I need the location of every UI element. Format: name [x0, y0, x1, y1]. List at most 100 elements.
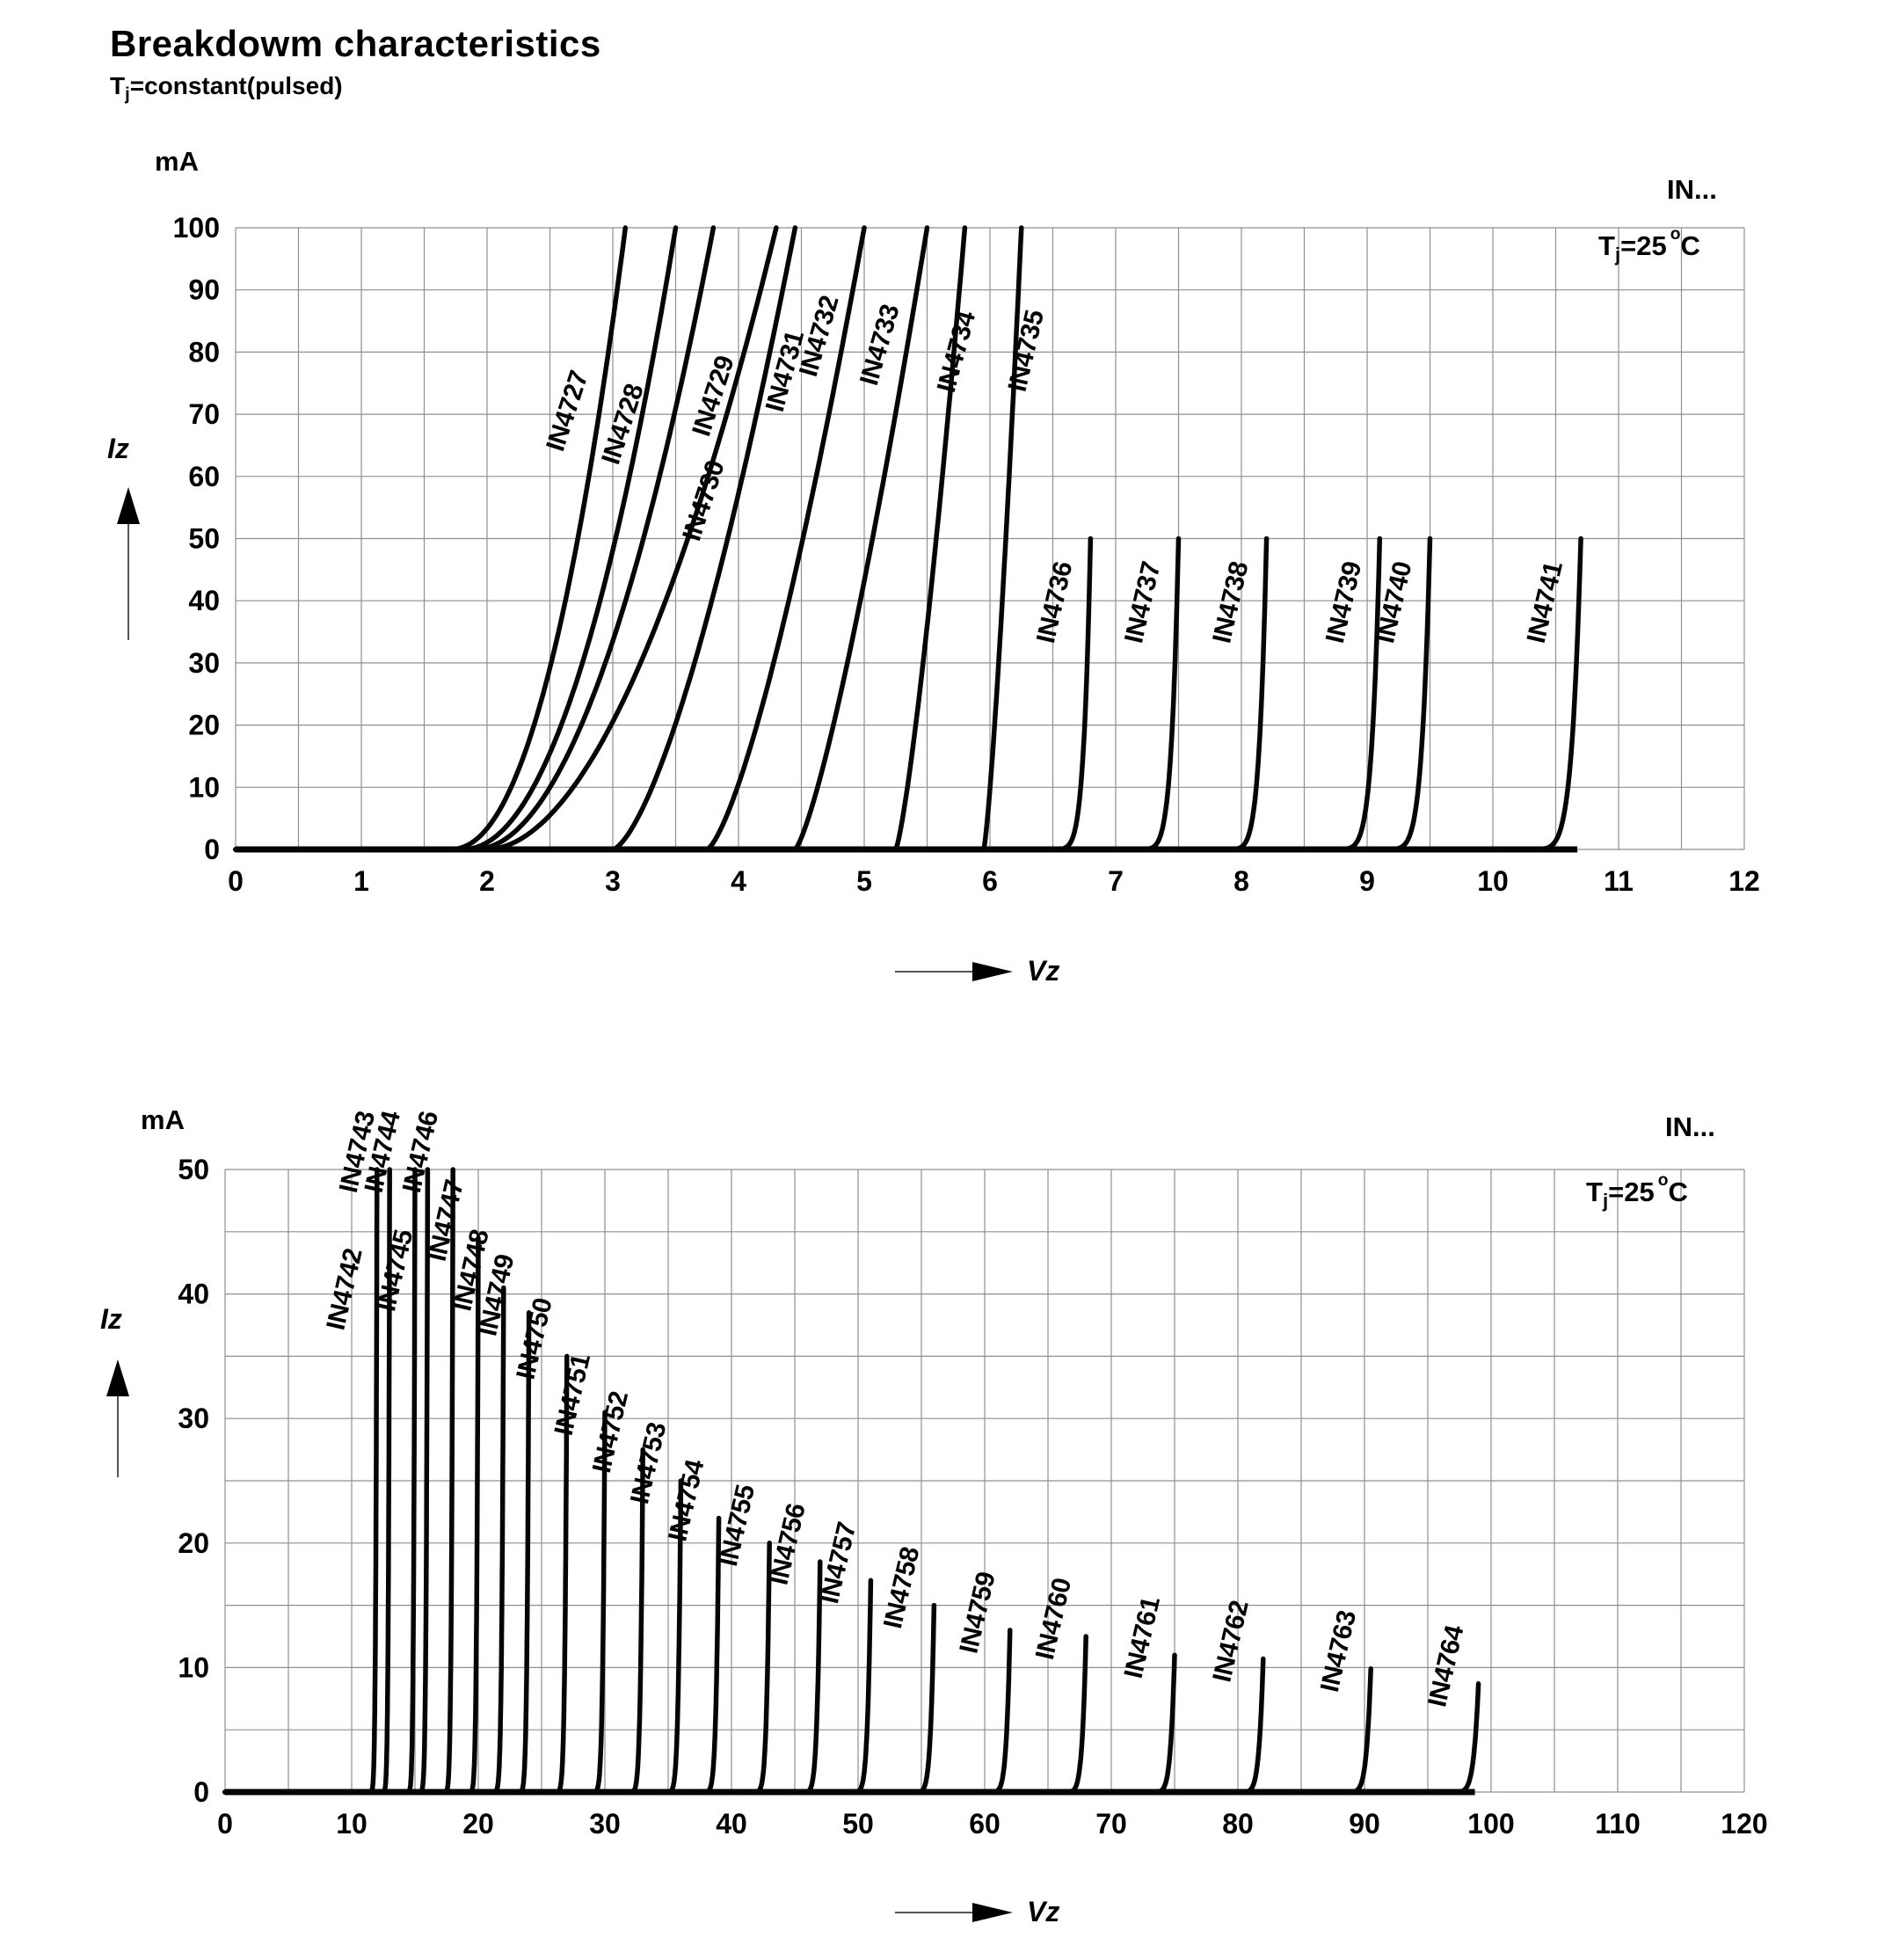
zener-curve — [222, 1515, 722, 1795]
y-tick-label: 20 — [188, 710, 220, 741]
y-tick-label: 10 — [178, 1651, 209, 1683]
arrow-right-head-icon — [972, 1902, 1013, 1922]
bottom-x-axis-arrow: Vz — [895, 1896, 1059, 1928]
curve-label: IN4738 — [1207, 559, 1254, 646]
curve-label: IN4739 — [1321, 559, 1367, 646]
zener-curve — [233, 225, 717, 852]
cond-pre: T — [1586, 1177, 1603, 1207]
cond-post: C — [1668, 1177, 1688, 1207]
cond-sub: j — [1614, 244, 1621, 266]
arrow-right-head-icon — [972, 961, 1013, 981]
top-condition-label: Tj=25 oC — [1598, 225, 1700, 266]
zener-curve — [222, 1634, 1088, 1795]
y-tick-label: 100 — [173, 212, 220, 244]
curve-label: IN4764 — [1423, 1622, 1469, 1710]
y-tick-label: 40 — [188, 585, 220, 616]
x-tick-label: 50 — [842, 1808, 874, 1840]
bottom-y-unit-label: mA — [141, 1104, 185, 1135]
zener-curve — [233, 536, 1094, 852]
zener-curve — [222, 1666, 1373, 1795]
x-tick-label: 60 — [969, 1808, 1001, 1840]
top-x-axis-arrow-icon — [895, 961, 1013, 981]
cond-sub: j — [1602, 1190, 1609, 1213]
curve-label: IN4750 — [511, 1295, 557, 1382]
x-tick-label: 3 — [605, 865, 621, 897]
cond-mid: =25 — [1620, 230, 1667, 261]
x-tick-label: 10 — [336, 1808, 367, 1840]
curve-label: IN4751 — [549, 1352, 596, 1439]
x-tick-label: 120 — [1721, 1808, 1767, 1840]
zener-curve — [222, 1652, 1177, 1795]
curve-label: IN4737 — [1119, 559, 1166, 646]
x-tick-label: 40 — [716, 1808, 747, 1840]
x-tick-label: 12 — [1728, 865, 1760, 897]
zener-curve — [222, 1681, 1481, 1795]
arrow-right-stem — [895, 1911, 972, 1913]
x-tick-label: 5 — [856, 865, 872, 897]
zener-curve — [233, 225, 968, 852]
y-tick-label: 70 — [188, 398, 220, 430]
zener-curve — [222, 1353, 570, 1795]
curve-label: IN4727 — [541, 368, 593, 455]
x-tick-label: 0 — [217, 1808, 233, 1840]
x-tick-label: 110 — [1595, 1808, 1641, 1840]
top-x-axis-label: Vz — [1027, 955, 1060, 987]
curve-label: IN4753 — [625, 1420, 672, 1507]
zener-curve — [222, 1577, 874, 1795]
top-y-axis-label: Iz — [107, 433, 129, 464]
bottom-x-axis-label: Vz — [1027, 1896, 1060, 1927]
cond-post: C — [1680, 230, 1700, 261]
x-tick-label: 0 — [228, 865, 244, 897]
bottom-chart-plot: IN4742IN4743IN4744IN4745IN4746IN4747IN47… — [178, 1108, 1767, 1840]
top-y-axis-arrow-icon — [117, 487, 140, 640]
zener-curve — [233, 536, 1433, 852]
subtitle-sub: j — [125, 84, 130, 105]
arrow-up-stem — [117, 1396, 119, 1477]
zener-curve — [222, 1285, 506, 1795]
y-tick-label: 60 — [188, 461, 220, 492]
y-tick-label: 20 — [178, 1527, 209, 1559]
x-tick-label: 1 — [353, 865, 369, 897]
bottom-y-axis-label: Iz — [100, 1303, 122, 1335]
curve-label: IN4735 — [1003, 308, 1050, 395]
curve-label: IN4758 — [878, 1544, 925, 1631]
bottom-condition-label: Tj=25 oC — [1586, 1171, 1688, 1213]
zener-curve — [233, 536, 1383, 852]
zener-curve — [233, 225, 867, 852]
figure-subtitle: Tj=constant(pulsed) — [110, 72, 343, 106]
x-tick-label: 11 — [1604, 865, 1634, 897]
bottom-y-axis-arrow-icon — [106, 1359, 129, 1477]
curve-label: IN4759 — [954, 1570, 1001, 1657]
zener-curve — [233, 225, 1024, 852]
x-tick-label: 100 — [1467, 1808, 1514, 1840]
zener-curve — [233, 225, 629, 852]
x-tick-label: 8 — [1233, 865, 1249, 897]
curve-label: IN4733 — [855, 302, 906, 389]
curve-label: IN4742 — [321, 1246, 367, 1333]
x-tick-label: 80 — [1222, 1808, 1254, 1840]
curve-label: IN4760 — [1030, 1576, 1077, 1663]
x-tick-label: 30 — [589, 1808, 621, 1840]
x-tick-label: 2 — [479, 865, 495, 897]
y-tick-label: 30 — [178, 1403, 209, 1434]
zener-curve — [222, 1602, 937, 1795]
zener-curve — [233, 225, 779, 852]
curve-label: IN4741 — [1522, 559, 1568, 646]
zener-curve — [222, 1628, 1013, 1795]
top-x-axis-arrow: Vz — [895, 955, 1059, 987]
subtitle-pre: T — [110, 72, 126, 99]
y-tick-label: 30 — [188, 647, 220, 679]
y-tick-label: 80 — [188, 336, 220, 368]
zener-curve — [233, 536, 1583, 852]
y-tick-label: 50 — [178, 1154, 209, 1185]
x-tick-label: 6 — [982, 865, 998, 897]
curve-label: IN4762 — [1207, 1598, 1254, 1685]
top-y-unit-label: mA — [155, 146, 199, 177]
top-corner-label: IN... — [1667, 174, 1717, 205]
x-tick-label: 10 — [1477, 865, 1509, 897]
zener-curve — [233, 536, 1182, 852]
x-tick-label: 9 — [1359, 865, 1375, 897]
curve-label: IN4730 — [677, 457, 730, 544]
